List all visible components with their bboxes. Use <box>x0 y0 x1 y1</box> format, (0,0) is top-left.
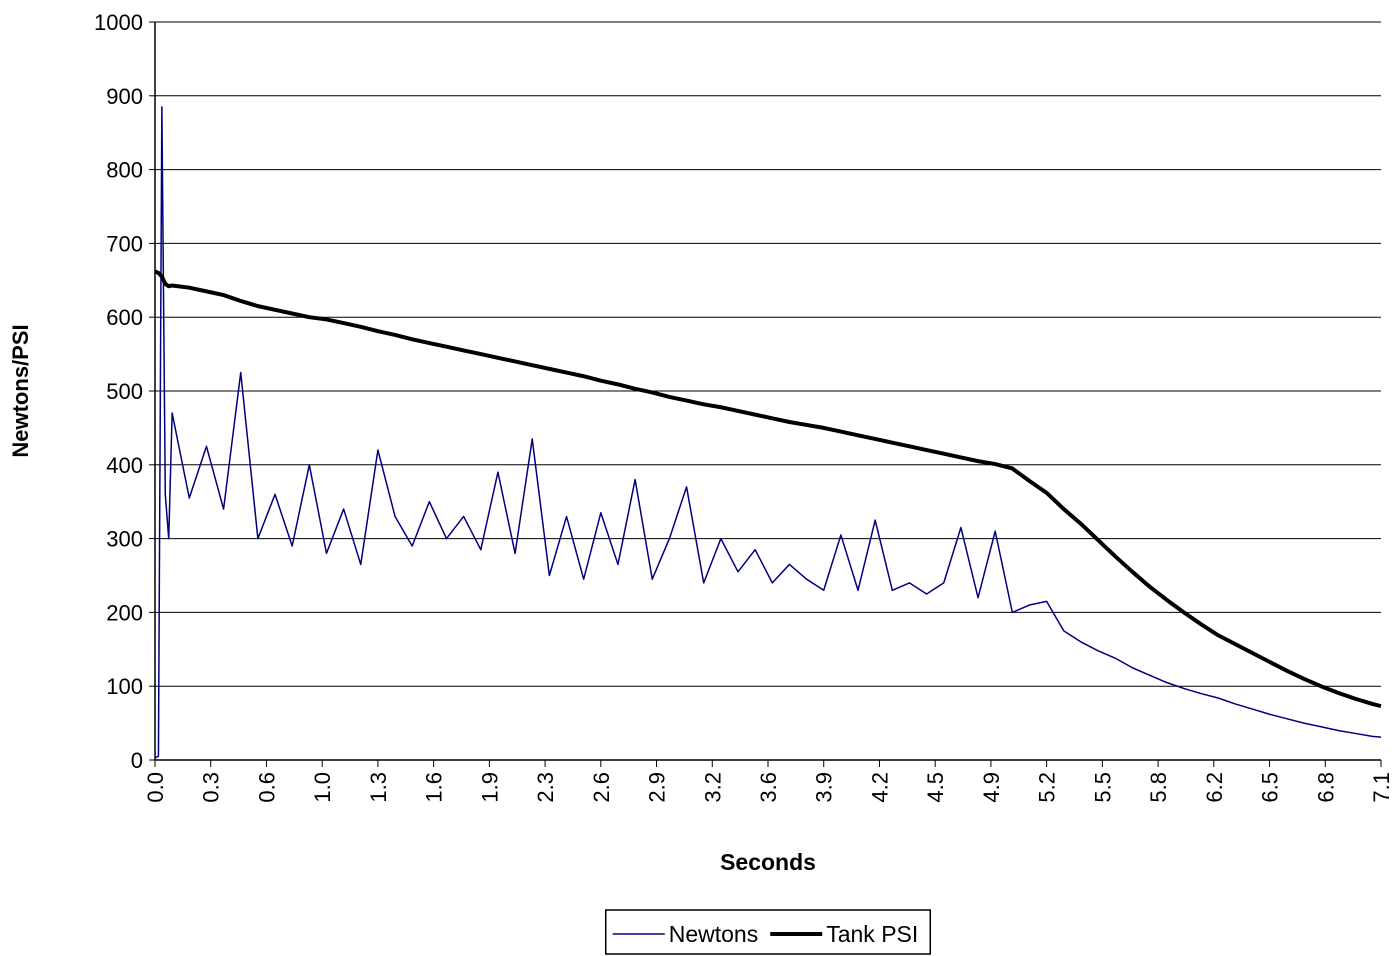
x-tick-label: 5.2 <box>1035 772 1060 803</box>
x-tick-label: 0.3 <box>199 772 224 803</box>
y-tick-label: 600 <box>106 305 143 330</box>
legend-box <box>604 909 932 955</box>
y-tick-label: 100 <box>106 674 143 699</box>
y-tick-label: 200 <box>106 600 143 625</box>
x-tick-label: 4.2 <box>867 772 892 803</box>
legend: Newtons Tank PSI <box>604 909 932 955</box>
y-axis-title: Newtons/PSI <box>8 324 33 457</box>
y-tick-label: 0 <box>131 748 143 773</box>
data-line <box>154 269 1382 709</box>
x-tick-label: 5.5 <box>1090 772 1115 803</box>
x-tick-label: 1.0 <box>310 772 335 803</box>
x-tick-label: 6.8 <box>1313 772 1338 803</box>
x-tick-label: 7.1 <box>1369 772 1394 803</box>
x-tick-label: 0.6 <box>254 772 279 803</box>
x-tick-label: 5.8 <box>1146 772 1171 803</box>
y-tick-label: 300 <box>106 527 143 552</box>
x-tick-label: 3.6 <box>756 772 781 803</box>
x-tick-label: 1.3 <box>366 772 391 803</box>
x-tick-label: 1.9 <box>477 772 502 803</box>
y-tick-label: 1000 <box>94 10 143 35</box>
x-tick-label: 0.0 <box>143 772 168 803</box>
x-tick-label: 2.6 <box>589 772 614 803</box>
y-tick-label: 400 <box>106 453 143 478</box>
x-tick-label: 6.5 <box>1258 772 1283 803</box>
x-tick-label: 3.2 <box>700 772 725 803</box>
x-tick-label: 2.3 <box>533 772 558 803</box>
y-tick-label: 500 <box>106 379 143 404</box>
data-line <box>154 106 1382 759</box>
x-tick-label: 2.9 <box>645 772 670 803</box>
x-axis-title: Seconds <box>720 849 816 875</box>
y-tick-label: 800 <box>106 158 143 183</box>
legend-label: Newtons <box>669 921 758 947</box>
x-tick-label: 1.6 <box>422 772 447 803</box>
x-tick-label: 3.9 <box>812 772 837 803</box>
x-tick-label: 4.5 <box>923 772 948 803</box>
x-tick-label: 4.9 <box>979 772 1004 803</box>
legend-label: Tank PSI <box>826 921 918 947</box>
y-tick-label: 700 <box>106 231 143 256</box>
y-tick-label: 900 <box>106 84 143 109</box>
x-tick-label: 6.2 <box>1202 772 1227 803</box>
